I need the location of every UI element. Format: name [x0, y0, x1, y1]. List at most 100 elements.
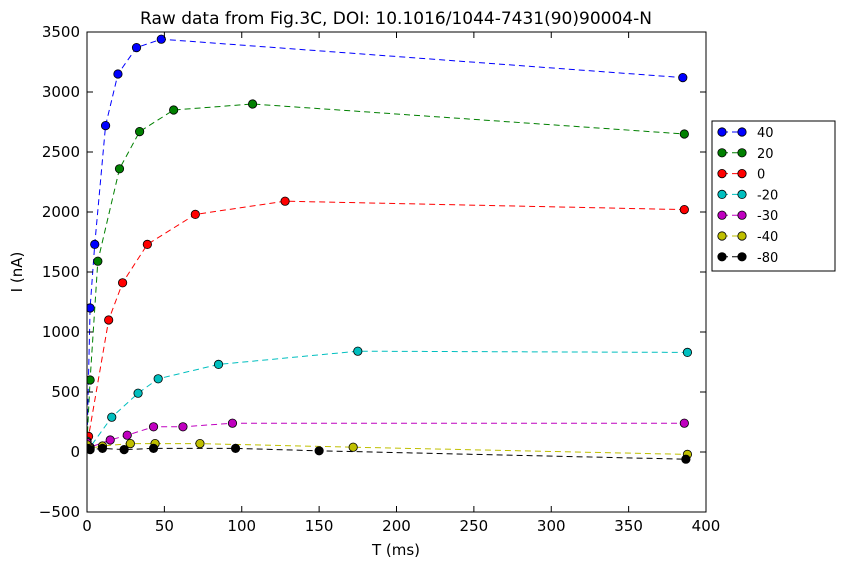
x-tick-label: 400: [692, 517, 721, 535]
y-tick-label: 2000: [42, 203, 80, 221]
y-tick-label: 0: [70, 443, 80, 461]
legend-marker: [737, 231, 747, 241]
x-tick-label: 200: [382, 517, 411, 535]
y-tick-label: 500: [51, 383, 80, 401]
legend-entry: -80: [717, 251, 778, 266]
y-tick-label: 3500: [42, 23, 80, 41]
x-tick-label: 0: [82, 517, 92, 535]
data-point: [87, 375, 95, 385]
axis-ticks: [86, 31, 707, 513]
data-point: [105, 435, 115, 445]
data-point: [169, 105, 179, 115]
legend-label: -30: [757, 209, 778, 224]
legend-marker: [717, 127, 727, 137]
data-point: [104, 315, 114, 325]
legend-marker: [737, 252, 747, 262]
legend-entry: -20: [717, 188, 778, 203]
data-point: [100, 121, 111, 131]
data-point: [135, 127, 145, 137]
y-tick-label: 1500: [42, 263, 80, 281]
legend-entry: 40: [717, 126, 774, 141]
series-line: [87, 200, 685, 442]
legend-marker: [717, 231, 727, 241]
plot-frame: [86, 31, 707, 513]
legend-marker: [717, 252, 727, 262]
series-line: [87, 350, 688, 449]
legend-marker: [737, 189, 747, 199]
legend-entry: 0: [717, 168, 765, 183]
data-point: [678, 73, 688, 83]
data-point: [314, 446, 324, 456]
axis-tick-labels: 0 50 100 150 200 250 300 350 400−500050010001500…: [39, 23, 721, 535]
data-point: [113, 69, 123, 79]
data-point: [679, 418, 689, 428]
data-point: [142, 239, 152, 249]
x-tick-label: 300: [537, 517, 566, 535]
data-point: [195, 438, 205, 449]
legend-marker: [737, 148, 747, 158]
x-tick-label: 100: [227, 517, 256, 535]
data-point: [90, 239, 100, 249]
legend-marker: [717, 169, 727, 179]
data-point: [153, 374, 163, 384]
y-tick-label: 3000: [42, 83, 80, 101]
legend-marker: [737, 127, 747, 137]
x-tick-label: 50: [155, 517, 174, 535]
series-20: [87, 99, 689, 447]
data-point: [148, 422, 159, 432]
chart-title: Raw data from Fig.3C, DOI: 10.1016/1044-…: [140, 9, 652, 29]
series-line: [87, 422, 685, 448]
data-point: [348, 442, 358, 452]
x-axis-label: T (ms): [371, 541, 420, 559]
legend-label: 0: [757, 168, 765, 183]
y-tick-label: 2500: [42, 143, 80, 161]
data-point: [353, 346, 363, 356]
legend-marker: [737, 169, 747, 179]
data-point: [190, 209, 200, 219]
data-point: [148, 443, 159, 453]
series-40: [87, 34, 688, 450]
series--40: [87, 438, 693, 459]
legend-label: -40: [757, 230, 778, 245]
data-point: [131, 42, 142, 53]
data-point: [178, 422, 188, 432]
legend-entry: -40: [717, 230, 778, 245]
data-point: [133, 388, 143, 398]
data-point: [156, 34, 166, 44]
legend-frame: [711, 120, 836, 272]
series--80: [87, 443, 691, 464]
legend-label: 40: [757, 126, 774, 141]
x-tick-label: 350: [614, 517, 643, 535]
data-point: [93, 256, 103, 266]
data-point: [213, 359, 224, 369]
data-point: [119, 444, 129, 455]
x-tick-label: 250: [460, 517, 489, 535]
legend-marker: [717, 189, 727, 199]
data-point: [227, 418, 238, 428]
legend-label: -80: [757, 251, 778, 266]
series--20: [87, 346, 693, 452]
data-point: [679, 129, 689, 139]
legend: 40 20 0 -20 -30 -40 -80: [711, 120, 836, 272]
data-point: [107, 412, 117, 422]
series-line: [87, 443, 688, 455]
data-point: [114, 164, 125, 174]
series-line: [87, 38, 683, 445]
data-point: [247, 99, 258, 109]
data-point: [122, 430, 132, 440]
data-point: [682, 347, 693, 357]
series-line: [87, 103, 685, 443]
x-tick-label: 150: [305, 517, 334, 535]
legend-label: 20: [757, 147, 774, 162]
legend-label: -20: [757, 188, 778, 203]
data-point: [280, 196, 290, 206]
legend-entry: -30: [717, 209, 778, 224]
series--30: [87, 418, 689, 452]
y-tick-label: −500: [39, 503, 80, 521]
legend-entry: 20: [717, 147, 774, 162]
y-tick-label: 1000: [42, 323, 80, 341]
plot-area: [87, 34, 693, 464]
data-point: [681, 454, 691, 464]
data-point: [97, 443, 108, 453]
